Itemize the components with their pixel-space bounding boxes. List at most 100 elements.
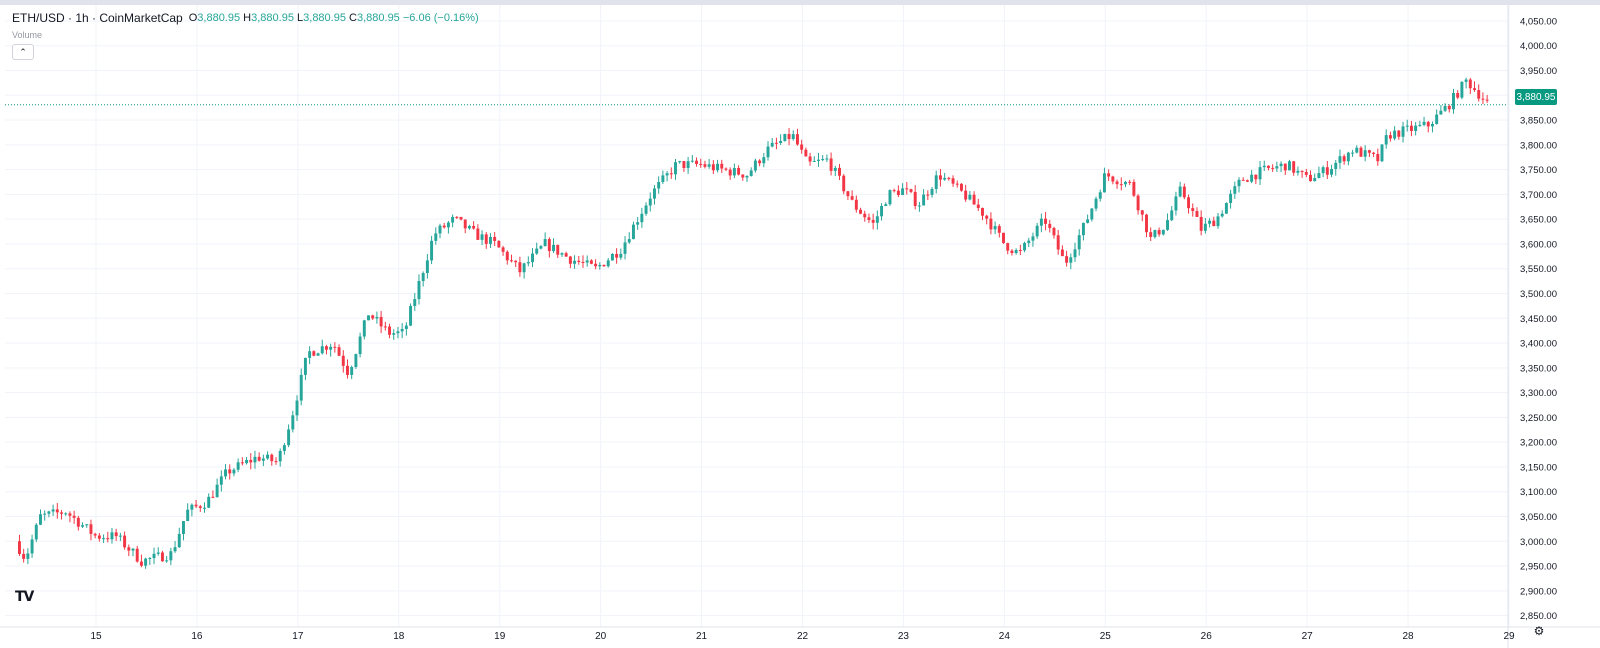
price-chart[interactable]: 2,850.00 2,900.00 2,950.00 3,000.00 3,050.00… [0, 5, 1600, 648]
candle-body [1359, 147, 1363, 157]
candle-body [581, 262, 585, 264]
candle-body [455, 216, 459, 218]
candle-body [114, 532, 118, 537]
candle-body [783, 133, 787, 141]
candle-body [1384, 135, 1388, 145]
candle-body [682, 161, 686, 168]
candle-body [720, 163, 724, 169]
candle-body [1048, 223, 1052, 228]
candle-body [913, 191, 917, 207]
candle-body [825, 158, 829, 160]
candle-body [1157, 230, 1161, 235]
candle-body [55, 509, 59, 513]
candle-body [1363, 150, 1367, 157]
candle-body [144, 558, 148, 566]
y-tick-label: 3,000.00 [1520, 537, 1557, 548]
candle-body [1107, 173, 1111, 177]
y-tick-label: 3,050.00 [1520, 512, 1557, 523]
candle-body [1250, 174, 1254, 182]
candle-body [1464, 79, 1468, 82]
candle-body [177, 533, 181, 548]
candle-body [573, 260, 577, 264]
candle-body [1245, 180, 1249, 182]
candle-body [333, 346, 337, 348]
candle-body [362, 320, 366, 337]
y-tick-label: 4,000.00 [1520, 41, 1557, 52]
candle-body [261, 458, 265, 461]
candle-body [1292, 161, 1296, 173]
candle-body [480, 234, 484, 240]
candle-body [249, 459, 253, 463]
candle-body [266, 454, 270, 459]
candle-body [505, 251, 509, 261]
candle-body [1187, 197, 1191, 209]
candle-body [1275, 166, 1279, 169]
candle-body [510, 260, 513, 262]
candle-body [1456, 93, 1460, 98]
candle-body [1443, 105, 1447, 111]
candle-body [774, 142, 778, 144]
candle-body [1405, 125, 1409, 127]
y-tick-label: 3,750.00 [1520, 165, 1557, 176]
candle-body [367, 315, 370, 321]
candle-body [1014, 249, 1018, 254]
candle-body [909, 189, 913, 192]
candle-body [859, 209, 863, 214]
candle-body [1309, 174, 1312, 182]
candle-body [1212, 220, 1216, 227]
candle-body [959, 183, 963, 191]
candle-body [1254, 174, 1258, 180]
candle-body [1376, 153, 1380, 162]
candle-body [1367, 150, 1371, 153]
open-value: 3,880.95 [197, 12, 241, 24]
candle-body [17, 541, 21, 554]
candle-body [102, 538, 106, 540]
candle-body [1166, 220, 1169, 230]
candle-body [299, 374, 303, 401]
candle-body [749, 170, 753, 176]
candle-body [661, 175, 665, 182]
candle-body [22, 553, 26, 559]
candle-body [968, 194, 972, 200]
candle-body [39, 514, 42, 525]
candle-body [257, 456, 261, 461]
volume-label[interactable]: Volume [12, 30, 43, 40]
candle-body [846, 191, 850, 197]
collapse-legend-button[interactable]: ⌃ [12, 44, 34, 60]
candle-body [438, 225, 442, 234]
candle-body [1346, 152, 1350, 162]
candle-body [716, 163, 720, 171]
candle-body [34, 524, 38, 540]
candle-body [358, 336, 362, 355]
candle-body [1119, 184, 1123, 186]
candle-body [1435, 114, 1439, 124]
candle-body [232, 469, 236, 474]
candle-body [821, 158, 825, 160]
gear-icon[interactable]: ⚙ [1533, 624, 1545, 638]
candle-body [1372, 152, 1376, 154]
candle-body [930, 188, 934, 195]
candle-body [1325, 167, 1329, 175]
candle-body [379, 316, 383, 327]
candle-body [896, 190, 900, 196]
candle-body [1296, 170, 1300, 173]
symbol-title[interactable]: ETH/USD · 1h · CoinMarketCap [12, 11, 183, 25]
candle-body [766, 146, 770, 158]
candle-body [219, 476, 223, 485]
candle-body [1388, 135, 1392, 139]
candle-body [341, 355, 345, 366]
candle-body [728, 169, 732, 176]
candle-body [1174, 196, 1178, 211]
y-tick-label: 3,300.00 [1520, 388, 1557, 399]
top-border [0, 0, 1600, 5]
candle-body [875, 216, 879, 223]
candle-body [1027, 240, 1031, 243]
tradingview-logo[interactable]: TV [15, 589, 34, 605]
candle-body [1338, 156, 1342, 163]
candle-body [699, 163, 703, 165]
candle-body [1140, 210, 1144, 215]
candle-body [1145, 214, 1148, 233]
candle-body [30, 539, 34, 554]
candle-body [1397, 130, 1401, 137]
candle-body [589, 260, 593, 264]
